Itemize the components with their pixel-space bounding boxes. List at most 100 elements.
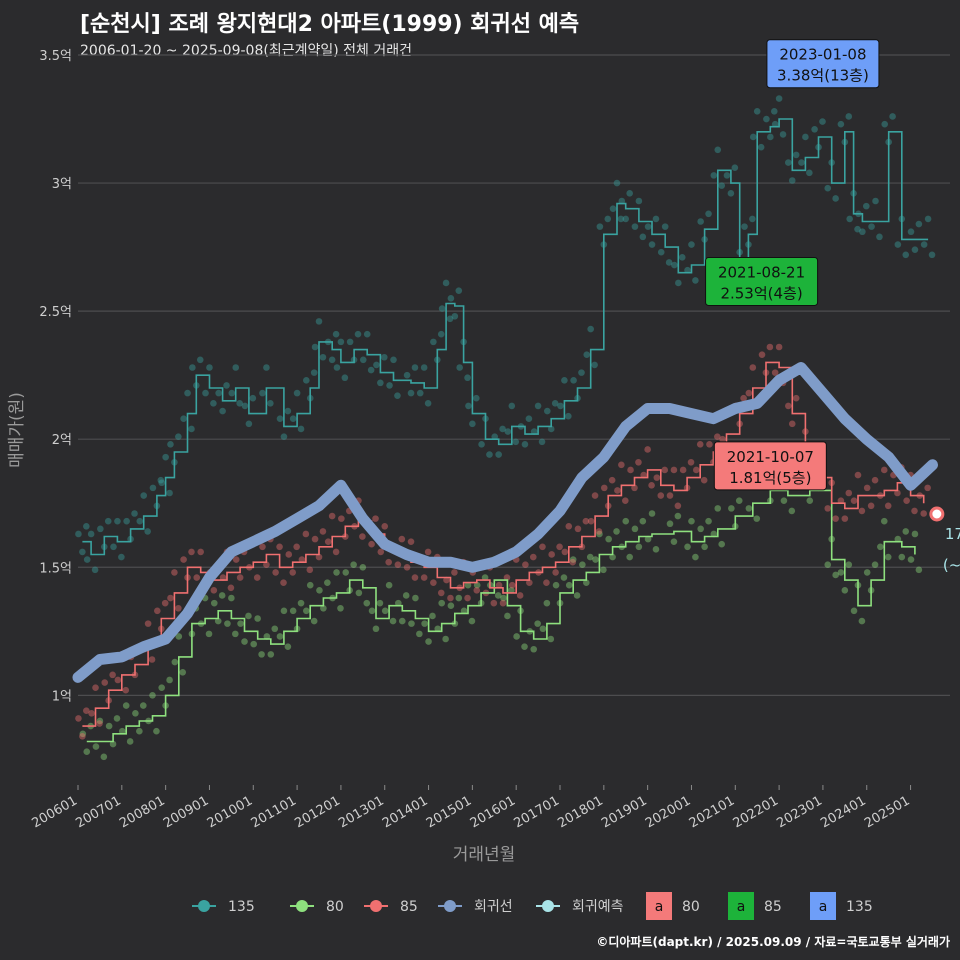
forecast-price-label: 17,080 — [945, 525, 960, 543]
scatter-point-85 — [880, 466, 888, 474]
scatter-point-85 — [745, 389, 753, 397]
scatter-point-80 — [306, 581, 314, 589]
scatter-point-85 — [109, 671, 116, 679]
y-tick-label: 2억 — [52, 433, 72, 448]
scatter-point-85 — [595, 528, 603, 535]
scatter-point-85 — [867, 502, 875, 510]
scatter-point-80 — [460, 607, 468, 615]
scatter-point-85 — [96, 720, 103, 727]
scatter-point-80 — [877, 543, 884, 551]
scatter-point-135 — [714, 146, 722, 154]
scatter-point-135 — [657, 248, 665, 256]
scatter-point-85 — [306, 566, 314, 574]
scatter-point-80 — [473, 581, 481, 589]
scatter-point-135 — [499, 425, 506, 433]
scatter-point-135 — [333, 364, 341, 371]
scatter-point-135 — [837, 120, 845, 128]
scatter-point-135 — [184, 389, 191, 397]
scatter-point-80 — [205, 630, 213, 638]
scatter-point-80 — [395, 599, 402, 607]
scatter-point-85 — [565, 522, 573, 530]
scatter-point-135 — [727, 190, 735, 197]
scatter-point-80 — [586, 553, 594, 561]
scatter-point-135 — [144, 528, 151, 535]
scatter-point-80 — [402, 592, 410, 599]
scatter-point-135 — [521, 441, 529, 448]
scatter-point-135 — [416, 389, 424, 397]
y-tick-label: 1억 — [52, 689, 72, 704]
scatter-point-135 — [469, 420, 476, 428]
scatter-point-85 — [858, 507, 866, 515]
scatter-point-80 — [573, 592, 581, 599]
scatter-point-85 — [232, 556, 240, 563]
y-tick-label: 2.5억 — [39, 305, 72, 320]
scatter-point-80 — [605, 535, 612, 543]
scatter-point-80 — [600, 566, 607, 574]
scatter-point-135 — [442, 279, 450, 287]
scatter-point-135 — [319, 353, 327, 361]
scatter-point-135 — [175, 433, 182, 440]
scatter-point-135 — [806, 169, 813, 177]
scatter-point-135 — [97, 525, 104, 533]
scatter-point-80 — [118, 727, 126, 735]
scatter-point-135 — [644, 223, 652, 230]
scatter-point-85 — [640, 471, 648, 479]
scatter-point-85 — [837, 497, 845, 504]
forecast-point — [929, 506, 945, 522]
scatter-point-80 — [552, 581, 560, 589]
scatter-point-135 — [219, 407, 226, 415]
scatter-point-135 — [131, 510, 138, 517]
scatter-point-85 — [719, 435, 726, 443]
scatter-point-85 — [188, 548, 195, 556]
scatter-point-85 — [706, 441, 713, 448]
scatter-point-135 — [617, 215, 625, 223]
scatter-point-85 — [674, 502, 682, 510]
scatter-point-80 — [214, 617, 222, 625]
scatter-point-80 — [153, 727, 160, 735]
grid-lines — [78, 54, 950, 696]
scatter-point-135 — [149, 484, 157, 492]
x-tick-label: 202001 — [643, 793, 693, 831]
scatter-point-135 — [206, 364, 213, 371]
legend-box-label: 85 — [764, 899, 782, 915]
legend: 135 80 85 회귀선 회귀예측 a 80 a 85 a 135 — [192, 892, 873, 920]
scatter-point-85 — [227, 584, 235, 592]
scatter-point-135 — [359, 356, 367, 364]
scatter-point-135 — [332, 330, 340, 338]
scatter-point-85 — [263, 561, 270, 569]
scatter-point-80 — [122, 702, 130, 709]
scatter-point-135 — [390, 356, 397, 364]
scatter-point-135 — [420, 364, 428, 371]
scatter-point-135 — [626, 190, 633, 197]
scatter-point-85 — [324, 538, 332, 545]
scatter-point-85 — [403, 563, 411, 571]
scatter-point-85 — [631, 484, 638, 492]
scatter-point-80 — [880, 517, 888, 525]
scatter-point-85 — [687, 458, 695, 466]
scatter-point-85 — [298, 556, 306, 563]
scatter-point-80 — [639, 517, 647, 525]
scatter-point-85 — [854, 471, 862, 479]
scatter-point-135 — [863, 202, 870, 210]
scatter-point-135 — [430, 338, 437, 346]
scatter-point-135 — [438, 305, 446, 312]
scatter-point-80 — [179, 668, 187, 676]
scatter-point-85 — [529, 553, 537, 561]
scatter-point-135 — [104, 517, 112, 525]
scatter-point-135 — [456, 364, 463, 371]
scatter-point-80 — [915, 566, 923, 574]
scatter-point-80 — [907, 556, 915, 563]
scatter-point-85 — [338, 515, 345, 522]
scatter-point-80 — [788, 507, 796, 515]
legend-label: 회귀선 — [474, 899, 513, 915]
scatter-point-135 — [697, 218, 704, 225]
scatter-point-135 — [741, 223, 748, 230]
scatter-point-135 — [162, 453, 169, 461]
scatter-point-85 — [526, 579, 533, 586]
scatter-point-135 — [315, 318, 323, 325]
series-line-135 — [82, 118, 929, 556]
scatter-point-135 — [859, 228, 866, 236]
scatter-point-80 — [105, 722, 113, 730]
scatter-point-135 — [79, 548, 86, 556]
legend-box-key — [810, 892, 836, 920]
